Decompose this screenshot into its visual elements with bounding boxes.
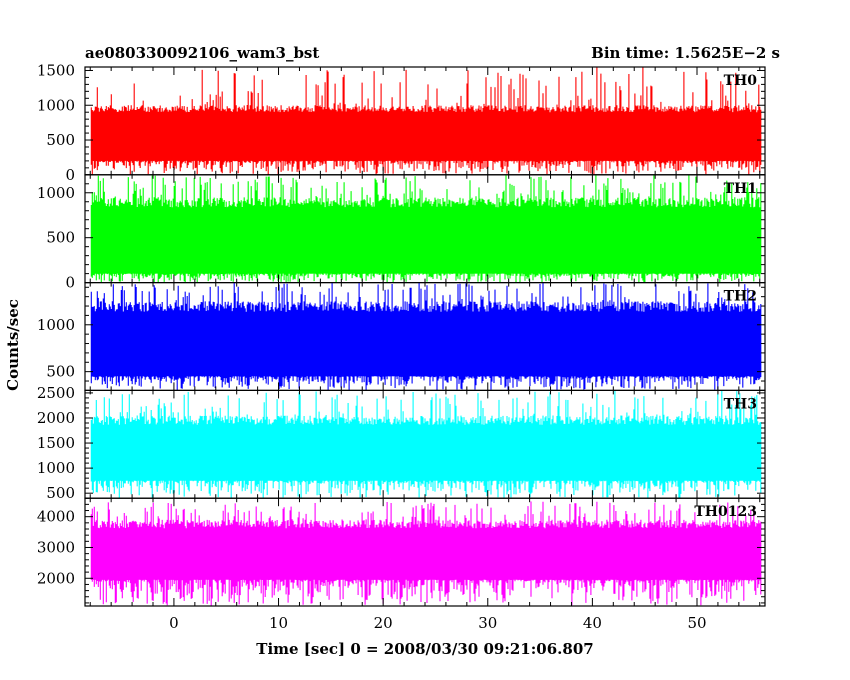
lightcurve-series-th1 [90, 175, 762, 283]
panel-th3: 500 1000 1500 2000 2500 TH3 [37, 384, 766, 502]
y-tick-label: 1000 [37, 184, 75, 202]
y-tick-label: 2500 [37, 384, 75, 402]
chart-title: ae080330092106_wam3_bst [85, 44, 319, 62]
y-tick-label: 500 [46, 484, 75, 502]
lightcurve-series-th2 [90, 282, 762, 391]
panel-label-th0123: TH0123 [694, 504, 757, 520]
y-tick-label: 1000 [37, 316, 75, 334]
bin-time-label: Bin time: 1.5625E−2 s [591, 44, 780, 62]
panel-label-th3: TH3 [724, 396, 757, 412]
y-tick-label: 3000 [37, 538, 75, 556]
x-tick-label: 50 [687, 614, 706, 632]
panel-th2: 500 1000 TH2 [37, 282, 766, 392]
y-tick-label: 0 [65, 166, 75, 184]
panel-label-th1: TH1 [724, 181, 757, 197]
lightcurve-series-th0123 [90, 501, 762, 606]
panels-group: 0 500 1000 1500 TH0 0 500 1000 TH1 500 1000 TH2 500 1… [37, 61, 766, 607]
y-tick-label: 1500 [37, 61, 75, 79]
panel-label-th2: TH2 [724, 289, 757, 305]
y-axis-label: Counts/sec [4, 299, 22, 391]
panel-th0: 0 500 1000 1500 TH0 [37, 61, 766, 184]
x-axis-ticks: 0 10 20 30 40 50 [169, 614, 706, 632]
y-tick-label: 500 [46, 131, 75, 149]
y-tick-label: 2000 [37, 409, 75, 427]
panel-label-th0: TH0 [724, 73, 758, 89]
y-tick-label: 500 [46, 229, 75, 247]
panel-th0123: 2000 3000 4000 TH0123 [37, 497, 766, 607]
y-tick-label: 1000 [37, 96, 75, 114]
x-tick-label: 0 [169, 614, 179, 632]
y-tick-label: 4000 [37, 508, 75, 526]
panel-th1: 0 500 1000 TH1 [37, 174, 766, 292]
lightcurve-series-th0 [90, 67, 762, 175]
y-tick-label: 2000 [37, 569, 75, 587]
x-axis-label: Time [sec] 0 = 2008/03/30 09:21:06.807 [256, 640, 593, 658]
x-tick-label: 20 [374, 614, 393, 632]
x-tick-label: 30 [478, 614, 497, 632]
x-tick-label: 40 [583, 614, 602, 632]
x-tick-label: 10 [269, 614, 288, 632]
y-tick-label: 1500 [37, 434, 75, 452]
y-tick-label: 1000 [37, 459, 75, 477]
y-tick-label: 0 [65, 274, 75, 292]
lightcurve-series-th3 [90, 390, 762, 499]
y-tick-label: 500 [46, 363, 75, 381]
